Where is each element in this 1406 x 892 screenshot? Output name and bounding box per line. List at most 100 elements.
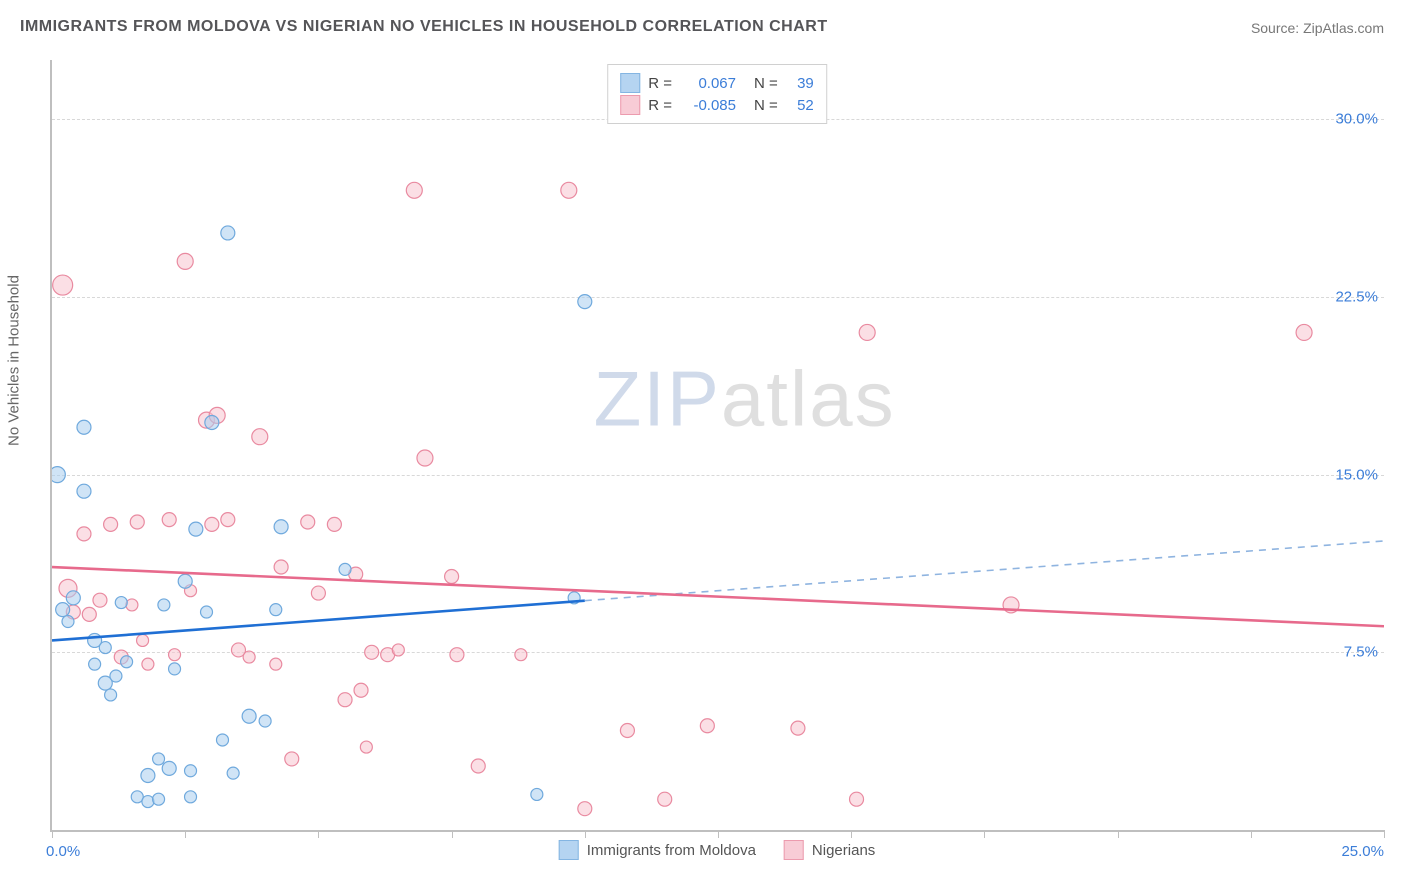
data-point — [859, 324, 875, 340]
data-point — [620, 723, 634, 737]
data-point — [578, 295, 592, 309]
x-tick — [185, 830, 186, 838]
series-legend-label: Immigrants from Moldova — [587, 842, 756, 859]
n-value: 39 — [786, 75, 814, 92]
data-point — [360, 741, 372, 753]
series-legend-item: Immigrants from Moldova — [559, 840, 756, 860]
data-point — [62, 616, 74, 628]
data-point — [177, 253, 193, 269]
data-point — [77, 484, 91, 498]
data-point — [270, 604, 282, 616]
data-point — [77, 527, 91, 541]
data-point — [274, 560, 288, 574]
data-point — [339, 563, 351, 575]
data-point — [56, 603, 70, 617]
x-tick — [984, 830, 985, 838]
data-point — [406, 182, 422, 198]
data-point — [227, 767, 239, 779]
data-point — [365, 645, 379, 659]
data-point — [252, 429, 268, 445]
data-point — [53, 275, 73, 295]
x-tick — [1251, 830, 1252, 838]
data-point — [99, 642, 111, 654]
data-point — [221, 513, 235, 527]
x-tick — [585, 830, 586, 838]
data-point — [531, 788, 543, 800]
data-point — [137, 634, 149, 646]
series-legend: Immigrants from Moldova Nigerians — [559, 840, 876, 860]
plot-svg — [52, 60, 1384, 830]
data-point — [141, 769, 155, 783]
r-label: R = — [648, 75, 672, 92]
data-point — [417, 450, 433, 466]
data-point — [311, 586, 325, 600]
data-point — [104, 517, 118, 531]
data-point — [327, 517, 341, 531]
legend-swatch — [784, 840, 804, 860]
data-point — [791, 721, 805, 735]
n-value: 52 — [786, 97, 814, 114]
trend-line — [52, 567, 1384, 626]
data-point — [121, 656, 133, 668]
legend-swatch — [620, 95, 640, 115]
data-point — [110, 670, 122, 682]
data-point — [338, 693, 352, 707]
data-point — [850, 792, 864, 806]
r-label: R = — [648, 97, 672, 114]
source-citation: Source: ZipAtlas.com — [1251, 20, 1384, 36]
data-point — [700, 719, 714, 733]
y-axis-title: No Vehicles in Household — [6, 275, 23, 446]
data-point — [259, 715, 271, 727]
series-legend-item: Nigerians — [784, 840, 875, 860]
correlation-legend: R =0.067N =39R =-0.085N =52 — [607, 64, 827, 124]
correlation-legend-row: R =0.067N =39 — [620, 73, 814, 93]
data-point — [89, 658, 101, 670]
data-point — [178, 574, 192, 588]
x-tick — [52, 830, 53, 838]
data-point — [515, 649, 527, 661]
data-point — [130, 515, 144, 529]
data-point — [153, 793, 165, 805]
legend-swatch — [559, 840, 579, 860]
data-point — [578, 802, 592, 816]
data-point — [285, 752, 299, 766]
x-tick — [318, 830, 319, 838]
data-point — [243, 651, 255, 663]
data-point — [274, 520, 288, 534]
data-point — [216, 734, 228, 746]
x-axis-min-label: 0.0% — [46, 843, 80, 860]
series-legend-label: Nigerians — [812, 842, 875, 859]
data-point — [169, 663, 181, 675]
data-point — [142, 796, 154, 808]
data-point — [301, 515, 315, 529]
data-point — [270, 658, 282, 670]
data-point — [1296, 324, 1312, 340]
data-point — [142, 658, 154, 670]
legend-swatch — [620, 73, 640, 93]
data-point — [126, 599, 138, 611]
x-tick — [718, 830, 719, 838]
x-tick — [452, 830, 453, 838]
data-point — [392, 644, 404, 656]
data-point — [162, 761, 176, 775]
data-point — [52, 467, 65, 483]
x-axis-max-label: 25.0% — [1341, 843, 1384, 860]
source-prefix: Source: — [1251, 20, 1303, 36]
source-name: ZipAtlas.com — [1303, 20, 1384, 36]
data-point — [93, 593, 107, 607]
x-tick — [1118, 830, 1119, 838]
data-point — [82, 607, 96, 621]
data-point — [445, 569, 459, 583]
data-point — [658, 792, 672, 806]
chart-area: ZIPatlas 7.5%15.0%22.5%30.0% R =0.067N =… — [50, 60, 1384, 832]
data-point — [66, 591, 80, 605]
correlation-legend-row: R =-0.085N =52 — [620, 95, 814, 115]
plot-box: ZIPatlas 7.5%15.0%22.5%30.0% — [50, 60, 1384, 832]
trend-line-extrapolated — [585, 541, 1384, 601]
data-point — [471, 759, 485, 773]
data-point — [153, 753, 165, 765]
data-point — [158, 599, 170, 611]
n-label: N = — [754, 75, 778, 92]
n-label: N = — [754, 97, 778, 114]
x-tick — [851, 830, 852, 838]
